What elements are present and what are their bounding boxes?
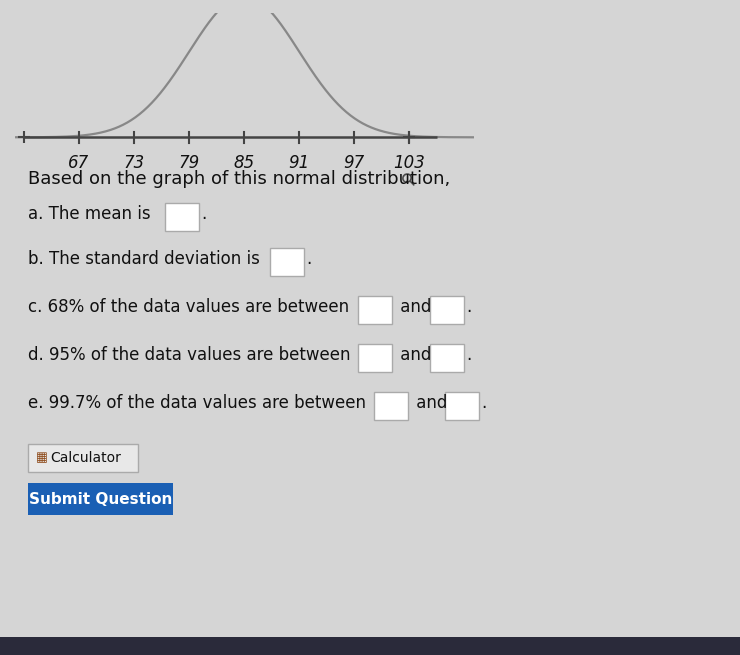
Text: c. 68% of the data values are between: c. 68% of the data values are between: [28, 298, 354, 316]
Text: .: .: [466, 298, 471, 316]
Text: .: .: [466, 346, 471, 364]
Bar: [430, 296, 464, 324]
Bar: [430, 344, 464, 372]
Text: Calculator: Calculator: [50, 451, 121, 465]
Text: b. The standard deviation is: b. The standard deviation is: [28, 250, 265, 268]
Text: e. 99.7% of the data values are between: e. 99.7% of the data values are between: [28, 394, 371, 412]
Text: .: .: [201, 205, 206, 223]
Text: 85: 85: [234, 155, 255, 172]
Bar: [165, 203, 199, 231]
Text: Based on the graph of this normal distribution,: Based on the graph of this normal distri…: [28, 170, 450, 188]
Text: Submit Question: Submit Question: [29, 491, 172, 506]
Bar: [358, 296, 392, 324]
Text: and: and: [395, 346, 437, 364]
Text: 79: 79: [178, 155, 200, 172]
Text: 67: 67: [68, 155, 90, 172]
Bar: [0, 637, 740, 655]
Bar: [358, 344, 392, 372]
Bar: [28, 483, 173, 515]
Text: .: .: [481, 394, 486, 412]
Text: and: and: [411, 394, 453, 412]
Text: a. The mean is: a. The mean is: [28, 205, 156, 223]
Bar: [270, 248, 304, 276]
Text: 103: 103: [394, 155, 425, 172]
Bar: [28, 444, 138, 472]
Text: 73: 73: [124, 155, 145, 172]
Text: ▦: ▦: [36, 451, 48, 464]
Text: and: and: [395, 298, 437, 316]
Bar: [374, 392, 408, 420]
Text: d. 95% of the data values are between: d. 95% of the data values are between: [28, 346, 356, 364]
Text: 97: 97: [343, 155, 365, 172]
Text: 91: 91: [289, 155, 310, 172]
Text: .: .: [306, 250, 312, 268]
Bar: [445, 392, 479, 420]
Text: ⚲: ⚲: [398, 168, 420, 191]
